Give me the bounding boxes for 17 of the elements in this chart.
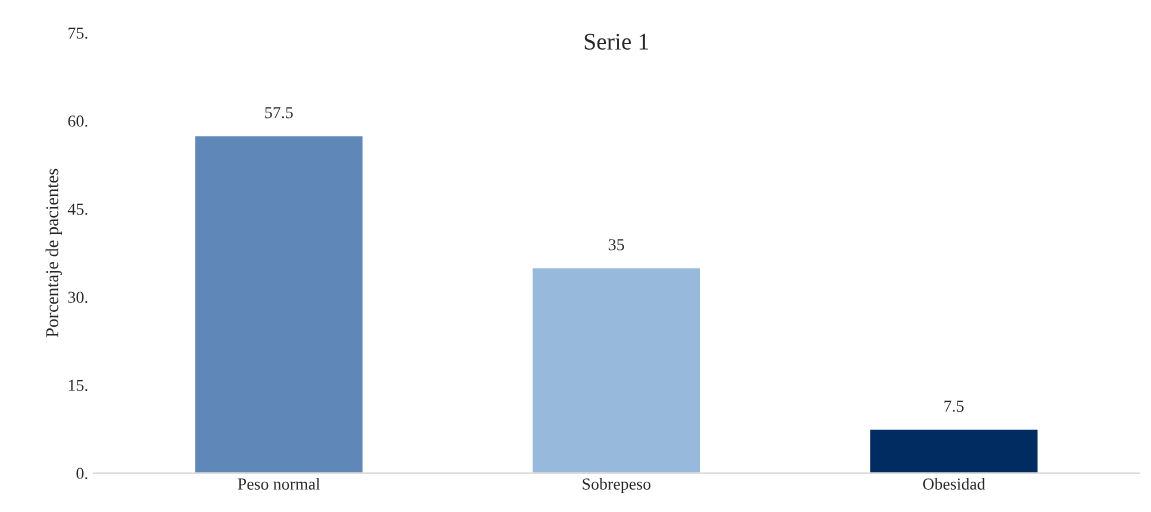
data-label: 35 <box>608 239 625 251</box>
y-tick-label: 75. <box>68 27 88 39</box>
chart-title: Serie 1 <box>584 33 649 50</box>
y-tick-label: 15. <box>69 379 88 392</box>
bar <box>868 428 1039 474</box>
x-tick-label: Sobrepeso <box>582 477 651 494</box>
bar <box>531 266 702 474</box>
y-tick-label: 45. <box>67 203 88 215</box>
x-tick-label: Peso normal <box>237 477 320 490</box>
y-axis-title: Porcentaje de pacientes <box>45 168 62 338</box>
y-tick-label: 0. <box>76 467 88 480</box>
bar <box>193 134 364 474</box>
x-tick-label: Obesidad <box>923 477 986 490</box>
y-tick-label: 30. <box>68 291 88 303</box>
data-label: 57.5 <box>265 107 293 119</box>
y-tick-label: 60. <box>68 115 88 127</box>
data-label: 7.5 <box>944 400 964 412</box>
